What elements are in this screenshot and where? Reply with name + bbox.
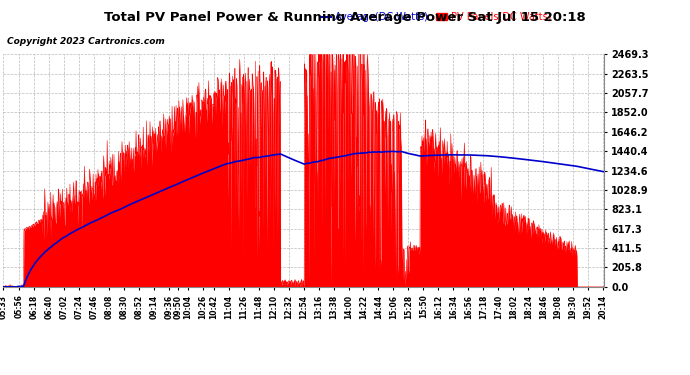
Text: Copyright 2023 Cartronics.com: Copyright 2023 Cartronics.com [7, 38, 165, 46]
Legend: Average(DC Watts), PV Panels(DC Watts): Average(DC Watts), PV Panels(DC Watts) [315, 8, 555, 26]
Text: Total PV Panel Power & Running Average Power Sat Jul 15 20:18: Total PV Panel Power & Running Average P… [104, 11, 586, 24]
